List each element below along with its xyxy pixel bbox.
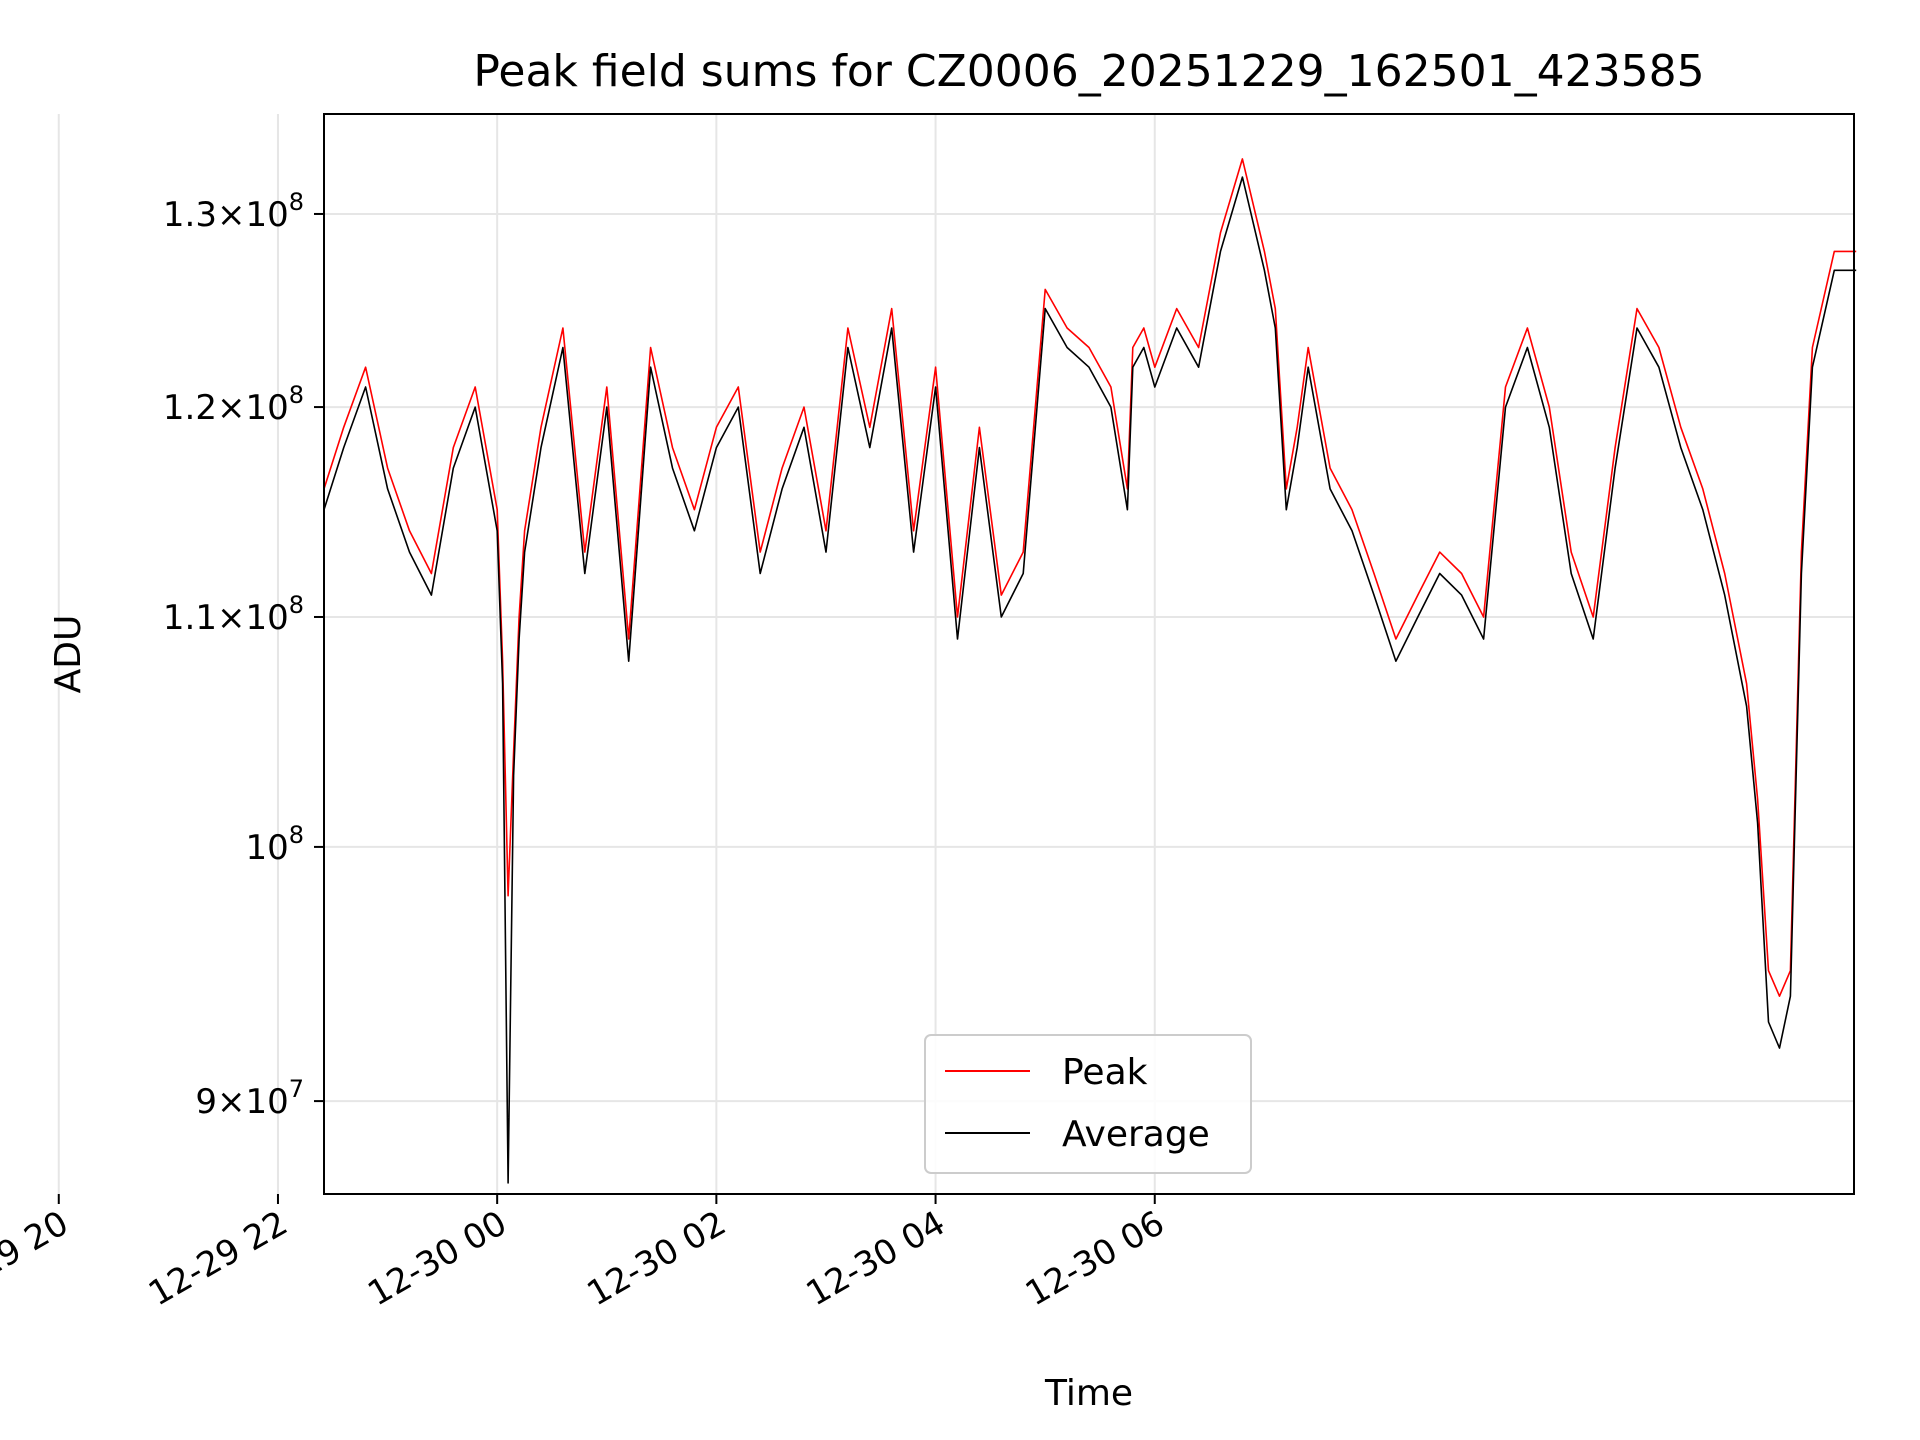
legend: Peak Average: [924, 1034, 1252, 1174]
legend-box: [924, 1034, 1252, 1174]
chart-title: Peak field sums for CZ0006_20251229_1625…: [473, 46, 1704, 97]
y-tick-exponent: 8: [289, 591, 304, 619]
y-tick-label: 1.1×108: [163, 591, 304, 638]
x-tick-label: 12-30 06: [1019, 1203, 1171, 1314]
x-axis-label: Time: [1044, 1373, 1133, 1414]
y-tick-mantissa: 9×10: [195, 1082, 288, 1122]
grid-lines: [57, 114, 1854, 1194]
y-tick-label: 9×107: [195, 1075, 304, 1122]
y-tick-exponent: 7: [289, 1075, 304, 1103]
y-tick-mantissa: 1.2×10: [163, 388, 289, 428]
y-axis-label: ADU: [48, 615, 89, 694]
series-lines: [323, 158, 1857, 1184]
x-tick-label: 12-30 02: [580, 1203, 732, 1314]
legend-average-label: Average: [1062, 1114, 1210, 1155]
y-tick-label: 108: [245, 821, 304, 868]
x-tick-label: 12-29 20: [0, 1203, 75, 1314]
y-tick-exponent: 8: [289, 188, 304, 216]
x-tick-label: 12-30 00: [361, 1203, 513, 1314]
plot-frame: [323, 113, 1855, 1195]
y-tick-mantissa: 1.1×10: [163, 598, 289, 638]
series-line-peak: [323, 158, 1857, 998]
y-tick-exponent: 8: [289, 821, 304, 849]
x-tick-label: 12-29 22: [142, 1203, 294, 1314]
y-tick-label: 1.3×108: [163, 188, 304, 235]
y-tick-exponent: 8: [289, 381, 304, 409]
x-tick-label: 12-30 04: [800, 1203, 952, 1314]
y-tick-mantissa: 10: [245, 828, 288, 868]
y-tick-mantissa: 1.3×10: [163, 195, 289, 235]
series-line-average: [323, 176, 1857, 1184]
y-tick-label: 1.2×108: [163, 381, 304, 428]
legend-peak-label: Peak: [1062, 1052, 1148, 1093]
